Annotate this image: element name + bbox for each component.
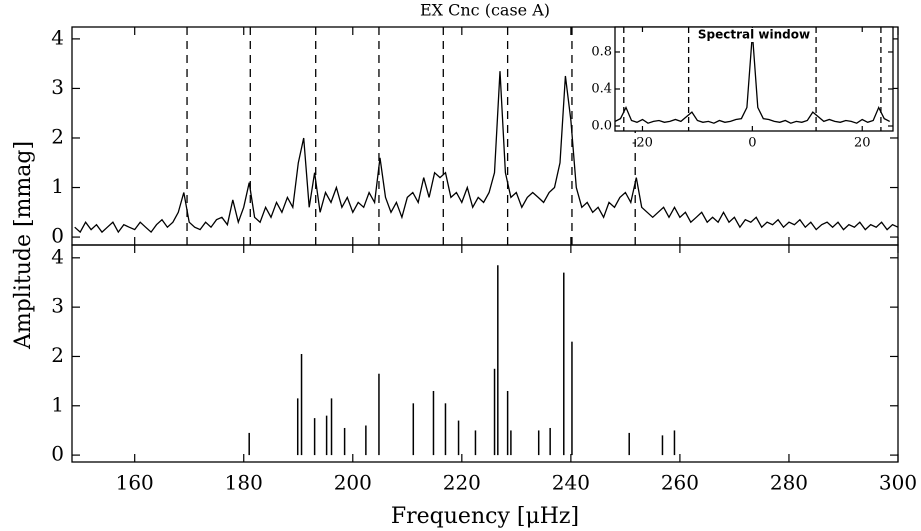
y-tick-label: 4 — [51, 244, 64, 268]
y-axis-label: Amplitude [mmag] — [11, 141, 36, 350]
y-tick-label: 4 — [51, 25, 64, 49]
x-axis-label: Frequency [μHz] — [391, 504, 579, 529]
y-tick-label: 0.8 — [591, 44, 612, 59]
inset-title: Spectral window — [698, 28, 810, 42]
y-tick-label: 3 — [51, 75, 64, 99]
plot-frame — [71, 244, 899, 463]
x-tick-label: 220 — [443, 471, 481, 495]
y-tick-label: 1 — [51, 392, 64, 416]
x-tick-label: 280 — [770, 471, 808, 495]
inset-background — [615, 27, 893, 131]
x-tick-label: 260 — [661, 471, 699, 495]
inset-title-background — [698, 28, 810, 42]
y-tick-label: 2 — [51, 124, 64, 148]
y-tick-label: 0.0 — [591, 119, 612, 134]
plot-frame — [614, 26, 894, 132]
y-tick-label: 1 — [51, 174, 64, 198]
y-tick-label: 0.4 — [591, 81, 612, 96]
y-tick-label: 0 — [51, 224, 64, 248]
spectrum-line — [74, 71, 899, 234]
x-tick-label: 0 — [748, 136, 756, 151]
chart-title: EX Cnc (case A) — [420, 1, 550, 20]
x-tick-label: 180 — [225, 471, 263, 495]
x-tick-label: 240 — [552, 471, 590, 495]
x-tick-label: 300 — [879, 471, 917, 495]
y-tick-label: 0 — [51, 442, 64, 466]
x-tick-label: 160 — [116, 471, 154, 495]
x-tick-label: 200 — [334, 471, 372, 495]
x-tick-label: -20 — [632, 136, 653, 151]
x-tick-label: 20 — [854, 136, 871, 151]
y-tick-label: 3 — [51, 294, 64, 318]
y-tick-label: 2 — [51, 343, 64, 367]
